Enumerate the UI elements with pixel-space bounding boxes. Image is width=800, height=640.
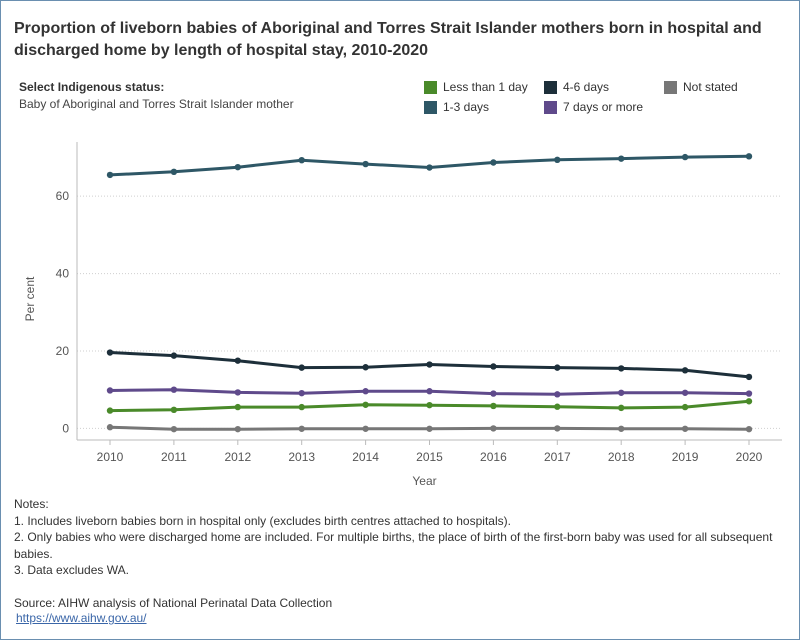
point-not-stated-2012 — [234, 425, 241, 433]
legend-swatch-not-stated — [664, 80, 677, 94]
legend-item-less-than-1-day[interactable]: Less than 1 day — [424, 80, 528, 94]
point-not-stated-2010 — [106, 424, 114, 431]
point-less-than-1-day-2018 — [618, 404, 625, 412]
x-tick-label-2019: 2019 — [672, 450, 699, 464]
x-tick-label-2017: 2017 — [544, 450, 571, 464]
point-4-6-days-2020 — [745, 373, 753, 381]
notes-heading: Notes: — [14, 497, 49, 511]
point-less-than-1-day-2017 — [554, 403, 561, 410]
point-7-days-or-more-2013 — [298, 389, 305, 397]
y-tick-label-20: 20 — [56, 344, 70, 358]
point-less-than-1-day-2020 — [745, 398, 753, 405]
point-not-stated-2019 — [681, 425, 689, 432]
point-1-3-days-2012 — [234, 163, 241, 171]
chart-legend: Less than 1 day 1-3 days 4-6 days 7 days… — [424, 80, 784, 120]
point-7-days-or-more-2016 — [490, 390, 497, 397]
point-not-stated-2013 — [298, 425, 305, 432]
legend-item-1-3-days[interactable]: 1-3 days — [424, 100, 489, 114]
note-2: 2. Only babies who were discharged home … — [14, 530, 773, 561]
point-1-3-days-2011 — [170, 168, 178, 175]
point-4-6-days-2017 — [554, 364, 561, 371]
indigenous-status-filter-label: Select Indigenous status: — [19, 80, 165, 94]
source-link[interactable]: https://www.aihw.gov.au/ — [16, 611, 147, 625]
x-tick-label-2020: 2020 — [736, 450, 763, 464]
legend-label-7-days-or-more: 7 days or more — [563, 100, 644, 114]
legend-label-1-3-days: 1-3 days — [443, 100, 490, 114]
source-text: Source: AIHW analysis of National Perina… — [14, 596, 333, 610]
legend-label-4-6-days: 4-6 days — [563, 80, 610, 94]
y-axis-title: Per cent — [23, 276, 37, 321]
point-not-stated-2011 — [170, 425, 178, 433]
legend-swatch-7-days-or-more — [544, 100, 557, 114]
legend-swatch-4-6-days — [544, 80, 557, 94]
notes: Notes: 1. Includes liveborn babies born … — [14, 496, 784, 579]
point-1-3-days-2014 — [362, 160, 369, 168]
x-tick-label-2012: 2012 — [224, 450, 251, 464]
y-tick-label-40: 40 — [56, 267, 70, 281]
legend-label-less-than-1-day: Less than 1 day — [443, 80, 528, 94]
legend-item-4-6-days[interactable]: 4-6 days — [544, 80, 609, 94]
point-1-3-days-2020 — [745, 153, 753, 160]
legend-label-not-stated: Not stated — [683, 80, 738, 94]
point-1-3-days-2019 — [681, 153, 689, 161]
x-tick-label-2010: 2010 — [97, 450, 124, 464]
y-tick-label-60: 60 — [56, 189, 70, 203]
point-4-6-days-2011 — [170, 352, 178, 359]
x-axis-title: Year — [412, 474, 436, 488]
point-1-3-days-2017 — [554, 156, 561, 164]
point-less-than-1-day-2014 — [362, 401, 369, 408]
point-1-3-days-2016 — [490, 159, 497, 166]
point-1-3-days-2013 — [298, 156, 305, 164]
legend-item-not-stated[interactable]: Not stated — [664, 80, 738, 94]
point-4-6-days-2015 — [426, 361, 433, 368]
point-4-6-days-2013 — [298, 364, 305, 371]
point-less-than-1-day-2012 — [234, 403, 241, 411]
point-not-stated-2018 — [618, 425, 625, 432]
point-7-days-or-more-2011 — [170, 386, 178, 393]
point-4-6-days-2010 — [106, 349, 114, 356]
point-7-days-or-more-2010 — [106, 387, 114, 394]
point-less-than-1-day-2019 — [681, 403, 689, 411]
indigenous-status-filter-value[interactable]: Baby of Aboriginal and Torres Strait Isl… — [19, 97, 294, 111]
point-4-6-days-2018 — [618, 365, 625, 372]
x-tick-label-2013: 2013 — [288, 450, 315, 464]
point-less-than-1-day-2016 — [490, 402, 497, 410]
legend-swatch-less-than-1-day — [424, 80, 437, 94]
x-tick-label-2014: 2014 — [352, 450, 379, 464]
point-less-than-1-day-2010 — [106, 407, 114, 414]
x-tick-label-2015: 2015 — [416, 450, 443, 464]
point-4-6-days-2014 — [362, 364, 369, 371]
point-4-6-days-2012 — [234, 357, 241, 364]
note-3: 3. Data excludes WA. — [14, 563, 129, 577]
y-tick-label-0: 0 — [62, 421, 69, 435]
line-chart: 0 20 40 60 2010 2011 2012 2013 2014 2015 2016 2017 2… — [23, 142, 782, 488]
point-1-3-days-2018 — [618, 155, 625, 162]
point-not-stated-2015 — [426, 425, 433, 432]
point-4-6-days-2019 — [681, 367, 689, 374]
point-not-stated-2017 — [554, 425, 561, 432]
point-not-stated-2014 — [362, 425, 369, 432]
point-7-days-or-more-2015 — [426, 388, 433, 395]
point-1-3-days-2010 — [106, 171, 114, 179]
chart-title: Proportion of liveborn babies of Aborigi… — [14, 20, 762, 59]
point-7-days-or-more-2019 — [681, 389, 689, 396]
point-1-3-days-2015 — [426, 164, 433, 171]
point-less-than-1-day-2015 — [426, 401, 433, 409]
x-tick-label-2016: 2016 — [480, 450, 507, 464]
point-7-days-or-more-2012 — [234, 389, 241, 396]
point-not-stated-2016 — [490, 425, 497, 432]
point-not-stated-2020 — [745, 425, 753, 433]
legend-item-7-days-or-more[interactable]: 7 days or more — [544, 100, 643, 114]
point-less-than-1-day-2013 — [298, 403, 305, 411]
point-less-than-1-day-2011 — [170, 406, 178, 414]
point-7-days-or-more-2018 — [618, 389, 625, 396]
point-4-6-days-2016 — [490, 363, 497, 370]
x-tick-label-2018: 2018 — [608, 450, 635, 464]
note-1: 1. Includes liveborn babies born in hosp… — [14, 513, 511, 528]
point-7-days-or-more-2017 — [554, 391, 561, 398]
point-7-days-or-more-2020 — [745, 390, 753, 397]
point-7-days-or-more-2014 — [362, 388, 369, 395]
legend-swatch-1-3-days — [424, 100, 437, 114]
x-tick-label-2011: 2011 — [161, 450, 187, 464]
